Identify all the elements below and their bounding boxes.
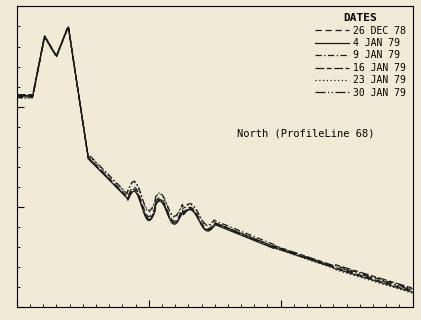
4 JAN 79 bbox=[62, 34, 67, 38]
4 JAN 79 bbox=[172, 222, 177, 226]
9 JAN 79 bbox=[301, 254, 306, 258]
Line: 9 JAN 79: 9 JAN 79 bbox=[17, 28, 413, 289]
26 DEC 78 bbox=[303, 256, 308, 260]
Line: 4 JAN 79: 4 JAN 79 bbox=[17, 27, 413, 292]
9 JAN 79 bbox=[66, 26, 71, 29]
30 JAN 79 bbox=[410, 288, 415, 292]
4 JAN 79 bbox=[410, 290, 415, 294]
9 JAN 79 bbox=[172, 214, 177, 218]
Legend: 26 DEC 78, 4 JAN 79, 9 JAN 79, 16 JAN 79, 23 JAN 79, 30 JAN 79: 26 DEC 78, 4 JAN 79, 9 JAN 79, 16 JAN 79… bbox=[313, 11, 408, 100]
9 JAN 79 bbox=[14, 96, 19, 100]
30 JAN 79 bbox=[144, 216, 149, 220]
16 JAN 79 bbox=[301, 253, 306, 257]
26 DEC 78 bbox=[144, 213, 149, 217]
23 JAN 79 bbox=[410, 291, 415, 295]
26 DEC 78 bbox=[14, 95, 19, 99]
26 DEC 78 bbox=[410, 289, 415, 293]
Line: 26 DEC 78: 26 DEC 78 bbox=[17, 27, 413, 291]
30 JAN 79 bbox=[62, 34, 67, 38]
23 JAN 79 bbox=[62, 35, 67, 39]
4 JAN 79 bbox=[303, 256, 308, 260]
23 JAN 79 bbox=[264, 241, 269, 245]
4 JAN 79 bbox=[14, 94, 19, 98]
16 JAN 79 bbox=[144, 215, 149, 219]
4 JAN 79 bbox=[144, 217, 149, 221]
Line: 30 JAN 79: 30 JAN 79 bbox=[17, 27, 413, 290]
23 JAN 79 bbox=[172, 215, 177, 219]
30 JAN 79 bbox=[303, 255, 308, 259]
30 JAN 79 bbox=[264, 243, 269, 247]
30 JAN 79 bbox=[172, 221, 177, 225]
16 JAN 79 bbox=[14, 93, 19, 97]
30 JAN 79 bbox=[66, 25, 71, 29]
4 JAN 79 bbox=[264, 244, 269, 247]
Text: North (ProfileLine 68): North (ProfileLine 68) bbox=[237, 128, 375, 138]
30 JAN 79 bbox=[301, 254, 306, 258]
16 JAN 79 bbox=[172, 221, 177, 225]
16 JAN 79 bbox=[66, 25, 71, 28]
30 JAN 79 bbox=[14, 94, 19, 98]
23 JAN 79 bbox=[303, 257, 308, 260]
26 DEC 78 bbox=[264, 242, 269, 246]
4 JAN 79 bbox=[301, 256, 306, 260]
23 JAN 79 bbox=[14, 96, 19, 100]
9 JAN 79 bbox=[410, 287, 415, 291]
Line: 23 JAN 79: 23 JAN 79 bbox=[17, 28, 413, 293]
23 JAN 79 bbox=[66, 26, 71, 30]
9 JAN 79 bbox=[303, 255, 308, 259]
26 DEC 78 bbox=[172, 219, 177, 223]
26 DEC 78 bbox=[66, 25, 71, 29]
Line: 16 JAN 79: 16 JAN 79 bbox=[17, 27, 413, 288]
9 JAN 79 bbox=[144, 207, 149, 211]
9 JAN 79 bbox=[264, 240, 269, 244]
23 JAN 79 bbox=[301, 256, 306, 260]
4 JAN 79 bbox=[66, 25, 71, 29]
23 JAN 79 bbox=[144, 208, 149, 212]
16 JAN 79 bbox=[62, 34, 67, 37]
26 DEC 78 bbox=[301, 255, 306, 259]
16 JAN 79 bbox=[410, 286, 415, 290]
26 DEC 78 bbox=[62, 34, 67, 38]
16 JAN 79 bbox=[264, 242, 269, 246]
16 JAN 79 bbox=[303, 254, 308, 258]
9 JAN 79 bbox=[62, 35, 67, 38]
